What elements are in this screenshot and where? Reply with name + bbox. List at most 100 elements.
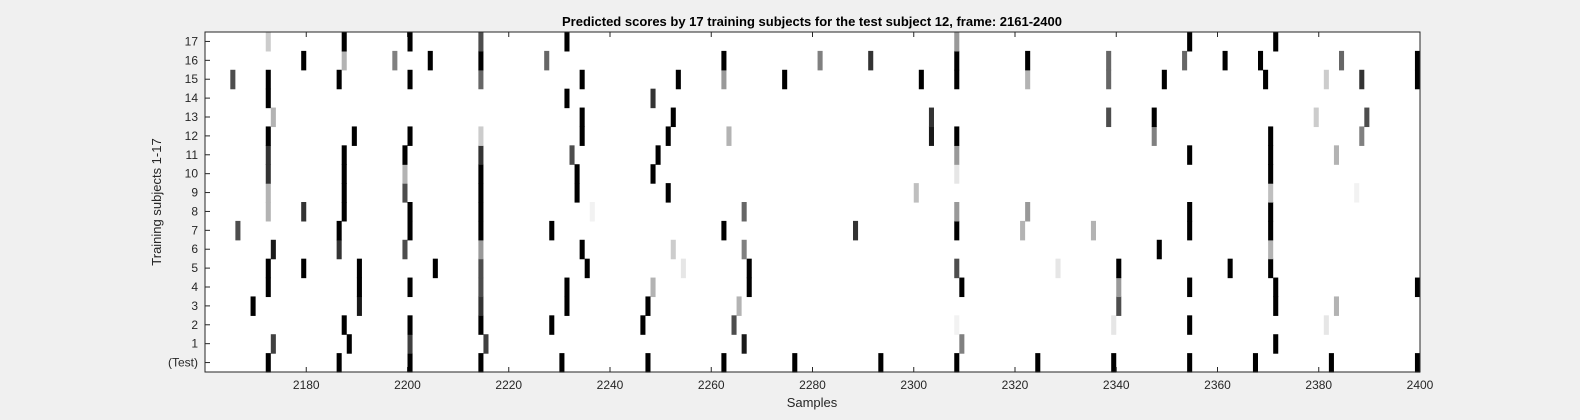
heatmap-cell	[1339, 50, 1345, 71]
heatmap-cell	[478, 353, 484, 373]
heatmap-cell	[265, 202, 271, 222]
heatmap-cell	[1273, 32, 1279, 52]
heatmap-cell	[1025, 202, 1031, 222]
x-axis: 2180 2200 2220 2240 2260 2280 2300 2320 2340 2360…	[293, 32, 1434, 392]
heatmap-cell	[1252, 353, 1258, 373]
y-tick-label: 9	[191, 186, 198, 200]
x-tick-label: 2380	[1305, 378, 1332, 392]
y-tick-label: 1	[191, 337, 198, 351]
heatmap-cell	[407, 315, 413, 335]
heatmap-cell	[1263, 69, 1269, 90]
heatmap-cell	[1222, 50, 1228, 71]
heatmap-cell	[579, 69, 585, 90]
heatmap-cell	[954, 50, 960, 71]
heatmap-cell	[1414, 50, 1420, 71]
heatmap-cell	[356, 277, 362, 298]
heatmap-cell	[301, 258, 307, 279]
heatmap-cell	[721, 69, 727, 90]
heatmap-cell	[1035, 353, 1041, 373]
heatmap-cell	[336, 69, 342, 90]
heatmap-cell	[569, 145, 575, 165]
heatmap-cell	[549, 220, 555, 241]
heatmap-cell	[1020, 220, 1026, 241]
heatmap-cell	[665, 126, 671, 146]
heatmap-cell	[265, 164, 271, 184]
heatmap-cell	[954, 315, 960, 335]
heatmap-cell	[1364, 107, 1370, 128]
heatmap-cell	[817, 50, 823, 71]
heatmap-cell	[1187, 277, 1193, 298]
heatmap-cell	[270, 107, 276, 128]
heatmap-cell	[544, 50, 550, 71]
heatmap-cell	[407, 277, 413, 298]
heatmap-cell	[959, 334, 965, 354]
y-tick-label: (Test)	[168, 356, 198, 370]
heatmap-cell	[1414, 69, 1420, 90]
heatmap-cell	[1323, 315, 1329, 335]
heatmap-cell	[1187, 353, 1193, 373]
heatmap-cell	[1268, 145, 1274, 165]
heatmap-cell	[407, 126, 413, 146]
heatmap-cell	[1055, 258, 1061, 279]
heatmap-cell	[1106, 69, 1112, 90]
heatmap-cell	[483, 334, 489, 354]
heatmap-cell	[346, 334, 352, 354]
heatmap-cell	[746, 277, 752, 298]
heatmap-cell	[341, 32, 347, 52]
y-tick-label: 7	[191, 223, 198, 237]
heatmap-cell	[928, 107, 934, 128]
y-tick-label: 17	[185, 34, 199, 48]
heatmap-cell	[1359, 69, 1365, 90]
heatmap-cell	[1258, 50, 1264, 71]
heatmap-cell	[265, 183, 271, 203]
heatmap-cell	[1090, 220, 1096, 241]
heatmap-cell	[301, 202, 307, 222]
heatmap-cell	[478, 315, 484, 335]
heatmap-cell	[478, 220, 484, 241]
heatmap-cell	[1354, 183, 1360, 203]
heatmap-cell	[1116, 277, 1122, 298]
heatmap-cell	[407, 220, 413, 241]
heatmap-cell	[392, 50, 398, 71]
heatmap-cell	[721, 353, 727, 373]
heatmap-cell	[1333, 145, 1339, 165]
heatmap-cell	[265, 353, 271, 373]
heatmap-cell	[341, 202, 347, 222]
y-tick-label: 11	[186, 148, 199, 162]
heatmap-cell	[1414, 353, 1420, 373]
heatmap-cell	[1359, 126, 1365, 146]
heatmap-cell	[670, 239, 676, 260]
y-tick-label: 3	[191, 299, 198, 313]
y-tick-label: 13	[185, 110, 199, 124]
heatmap-cell	[1161, 69, 1167, 90]
heatmap-cell	[478, 69, 484, 90]
heatmap-cell	[954, 126, 960, 146]
heatmap-cell	[1187, 220, 1193, 241]
heatmap-cell	[341, 315, 347, 335]
heatmap-cell	[650, 88, 656, 109]
heatmap-cell	[1156, 239, 1162, 260]
heatmap-cell	[741, 239, 747, 260]
y-tick-label: 14	[185, 91, 199, 105]
heatmap-cell	[913, 183, 919, 203]
heatmap-cell	[1116, 296, 1122, 316]
heatmap-cell	[402, 145, 408, 165]
heatmap-cell	[265, 258, 271, 279]
heatmap-cell	[265, 88, 271, 109]
heatmap-cell	[265, 32, 271, 52]
heatmap-cell	[1273, 334, 1279, 354]
heatmap-cell	[1273, 296, 1279, 316]
heatmap-cell	[1328, 353, 1334, 373]
heatmap-cell	[928, 126, 934, 146]
heatmap-cell	[589, 202, 595, 222]
heatmap-cell	[1182, 50, 1188, 71]
y-tick-label: 10	[185, 167, 199, 181]
heatmap-cell	[579, 126, 585, 146]
heatmap-cell	[675, 69, 681, 90]
heatmap-cell	[579, 107, 585, 128]
heatmap-cell	[645, 296, 651, 316]
heatmap-cell	[270, 239, 276, 260]
heatmap-cell	[407, 353, 413, 373]
heatmap-cell	[407, 202, 413, 222]
x-tick-label: 2280	[799, 378, 826, 392]
